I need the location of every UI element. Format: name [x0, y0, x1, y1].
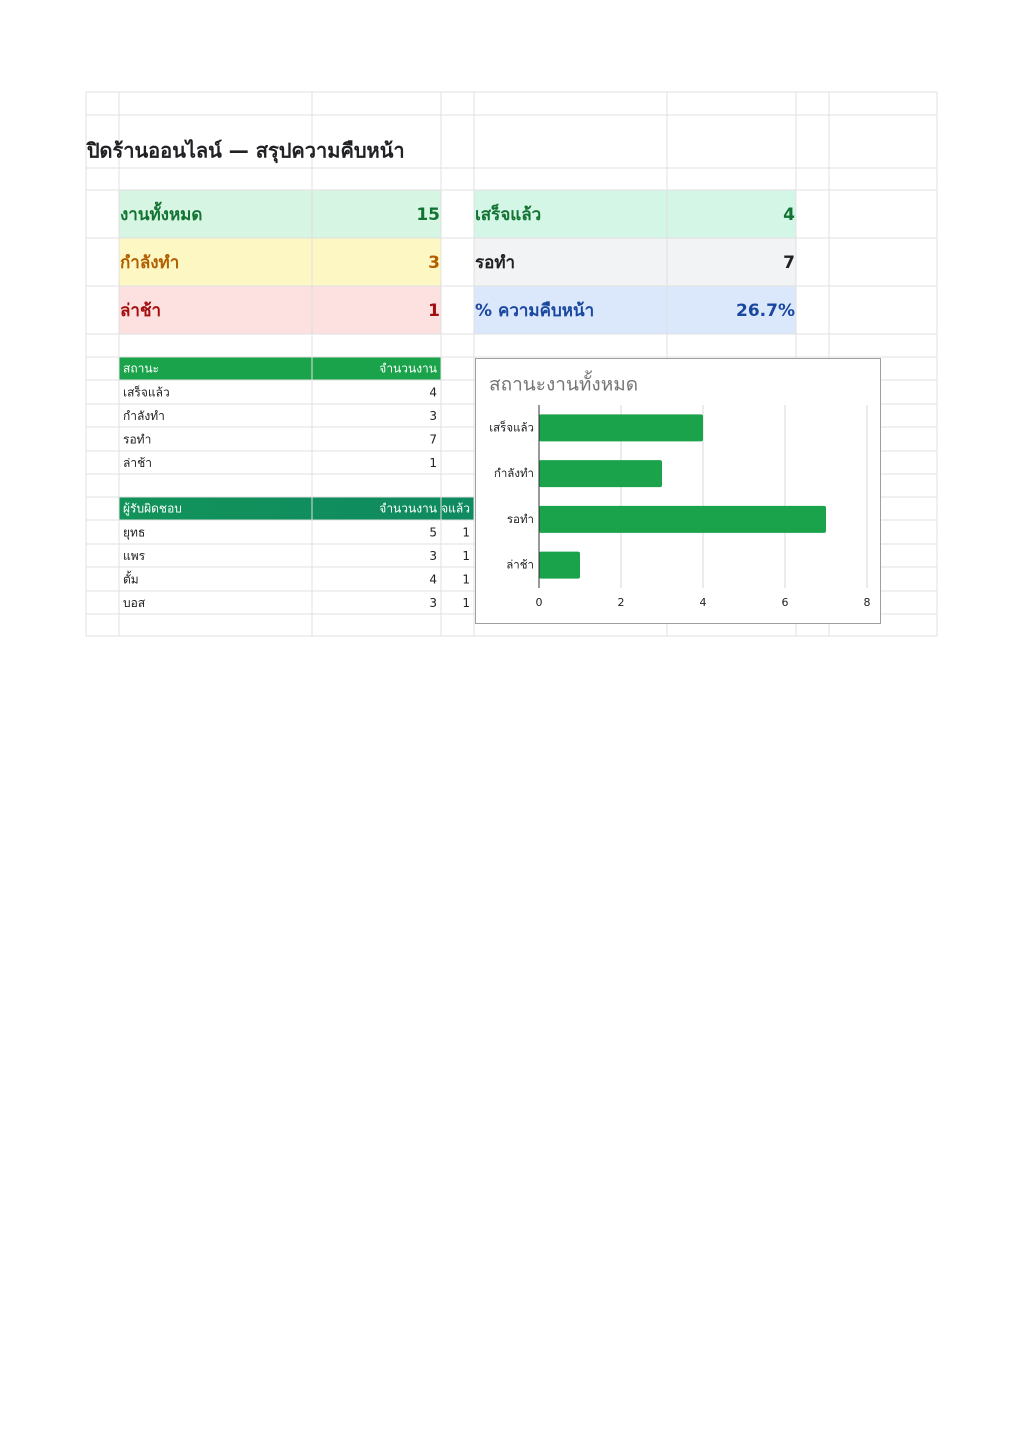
- card-label: งานทั้งหมด: [120, 201, 202, 225]
- table-cell: 3: [429, 549, 437, 563]
- x-tick-label: 0: [536, 596, 543, 609]
- table-header-bg: [119, 357, 441, 380]
- chart-frame: [475, 358, 881, 624]
- card-cell: [474, 238, 796, 286]
- card-cell: [119, 238, 441, 286]
- card-label: กำลังทำ: [120, 253, 179, 273]
- table-header: ผู้รับผิดชอบ: [123, 502, 182, 517]
- table-cell: บอส: [123, 596, 146, 610]
- table-header: สถานะ: [123, 362, 159, 376]
- card-cell: [119, 190, 441, 238]
- x-tick-label: 4: [700, 596, 707, 609]
- y-tick-label: เสร็จแล้ว: [489, 419, 534, 434]
- bar: [539, 414, 703, 442]
- x-tick-label: 8: [864, 596, 871, 609]
- table-cell: 3: [429, 409, 437, 423]
- y-tick-label: ล่าช้า: [506, 558, 534, 572]
- card-value: 3: [428, 253, 440, 273]
- table-cell: 4: [429, 386, 437, 400]
- table-header-bg: [119, 497, 474, 520]
- table-cell: แพร: [123, 549, 146, 563]
- table-cell: 7: [429, 433, 437, 447]
- table-cell: 1: [429, 456, 437, 470]
- table-cell: 1: [462, 596, 470, 610]
- y-tick-label: กำลังทำ: [494, 466, 534, 480]
- chart-title: สถานะงานทั้งหมด: [489, 371, 638, 396]
- card-label: % ความคืบหน้า: [475, 300, 594, 321]
- table-cell: 1: [462, 573, 470, 587]
- y-tick-label: รอทำ: [507, 512, 534, 526]
- card-value: 7: [783, 253, 795, 273]
- card-cell: [474, 190, 796, 238]
- card-value: 1: [428, 301, 440, 321]
- card-value: 15: [416, 205, 440, 225]
- card-label: เสร็จแล้ว: [475, 202, 541, 225]
- table-cell: 1: [462, 549, 470, 563]
- table-cell: ยุทธ: [123, 526, 145, 541]
- card-label: ล่าช้า: [120, 301, 161, 321]
- table-cell: 1: [462, 526, 470, 540]
- x-tick-label: 6: [782, 596, 789, 609]
- x-tick-label: 2: [618, 596, 625, 609]
- bar: [539, 505, 826, 533]
- table-cell: กำลังทำ: [123, 409, 165, 423]
- sheet-title: เปิดร้านออนไลน์ — สรุปความคืบหน้า: [80, 139, 405, 164]
- table-cell: 5: [429, 526, 437, 540]
- table-header: จำนวนงาน: [379, 502, 437, 516]
- card-value: 26.7%: [736, 301, 795, 321]
- bar: [539, 460, 662, 488]
- table-header: เสร็จแล้ว: [423, 501, 470, 516]
- card-cell: [474, 286, 796, 334]
- table-cell: 3: [429, 596, 437, 610]
- table-header: จำนวนงาน: [379, 362, 437, 376]
- card-value: 4: [783, 205, 795, 225]
- table-cell: ตั้ม: [123, 571, 139, 587]
- table-cell: ล่าช้า: [123, 456, 152, 470]
- table-cell: รอทำ: [123, 433, 151, 447]
- card-label: รอทำ: [475, 253, 515, 273]
- table-cell: 4: [429, 573, 437, 587]
- card-cell: [119, 286, 441, 334]
- bar: [539, 551, 580, 579]
- table-cell: เสร็จแล้ว: [123, 385, 170, 400]
